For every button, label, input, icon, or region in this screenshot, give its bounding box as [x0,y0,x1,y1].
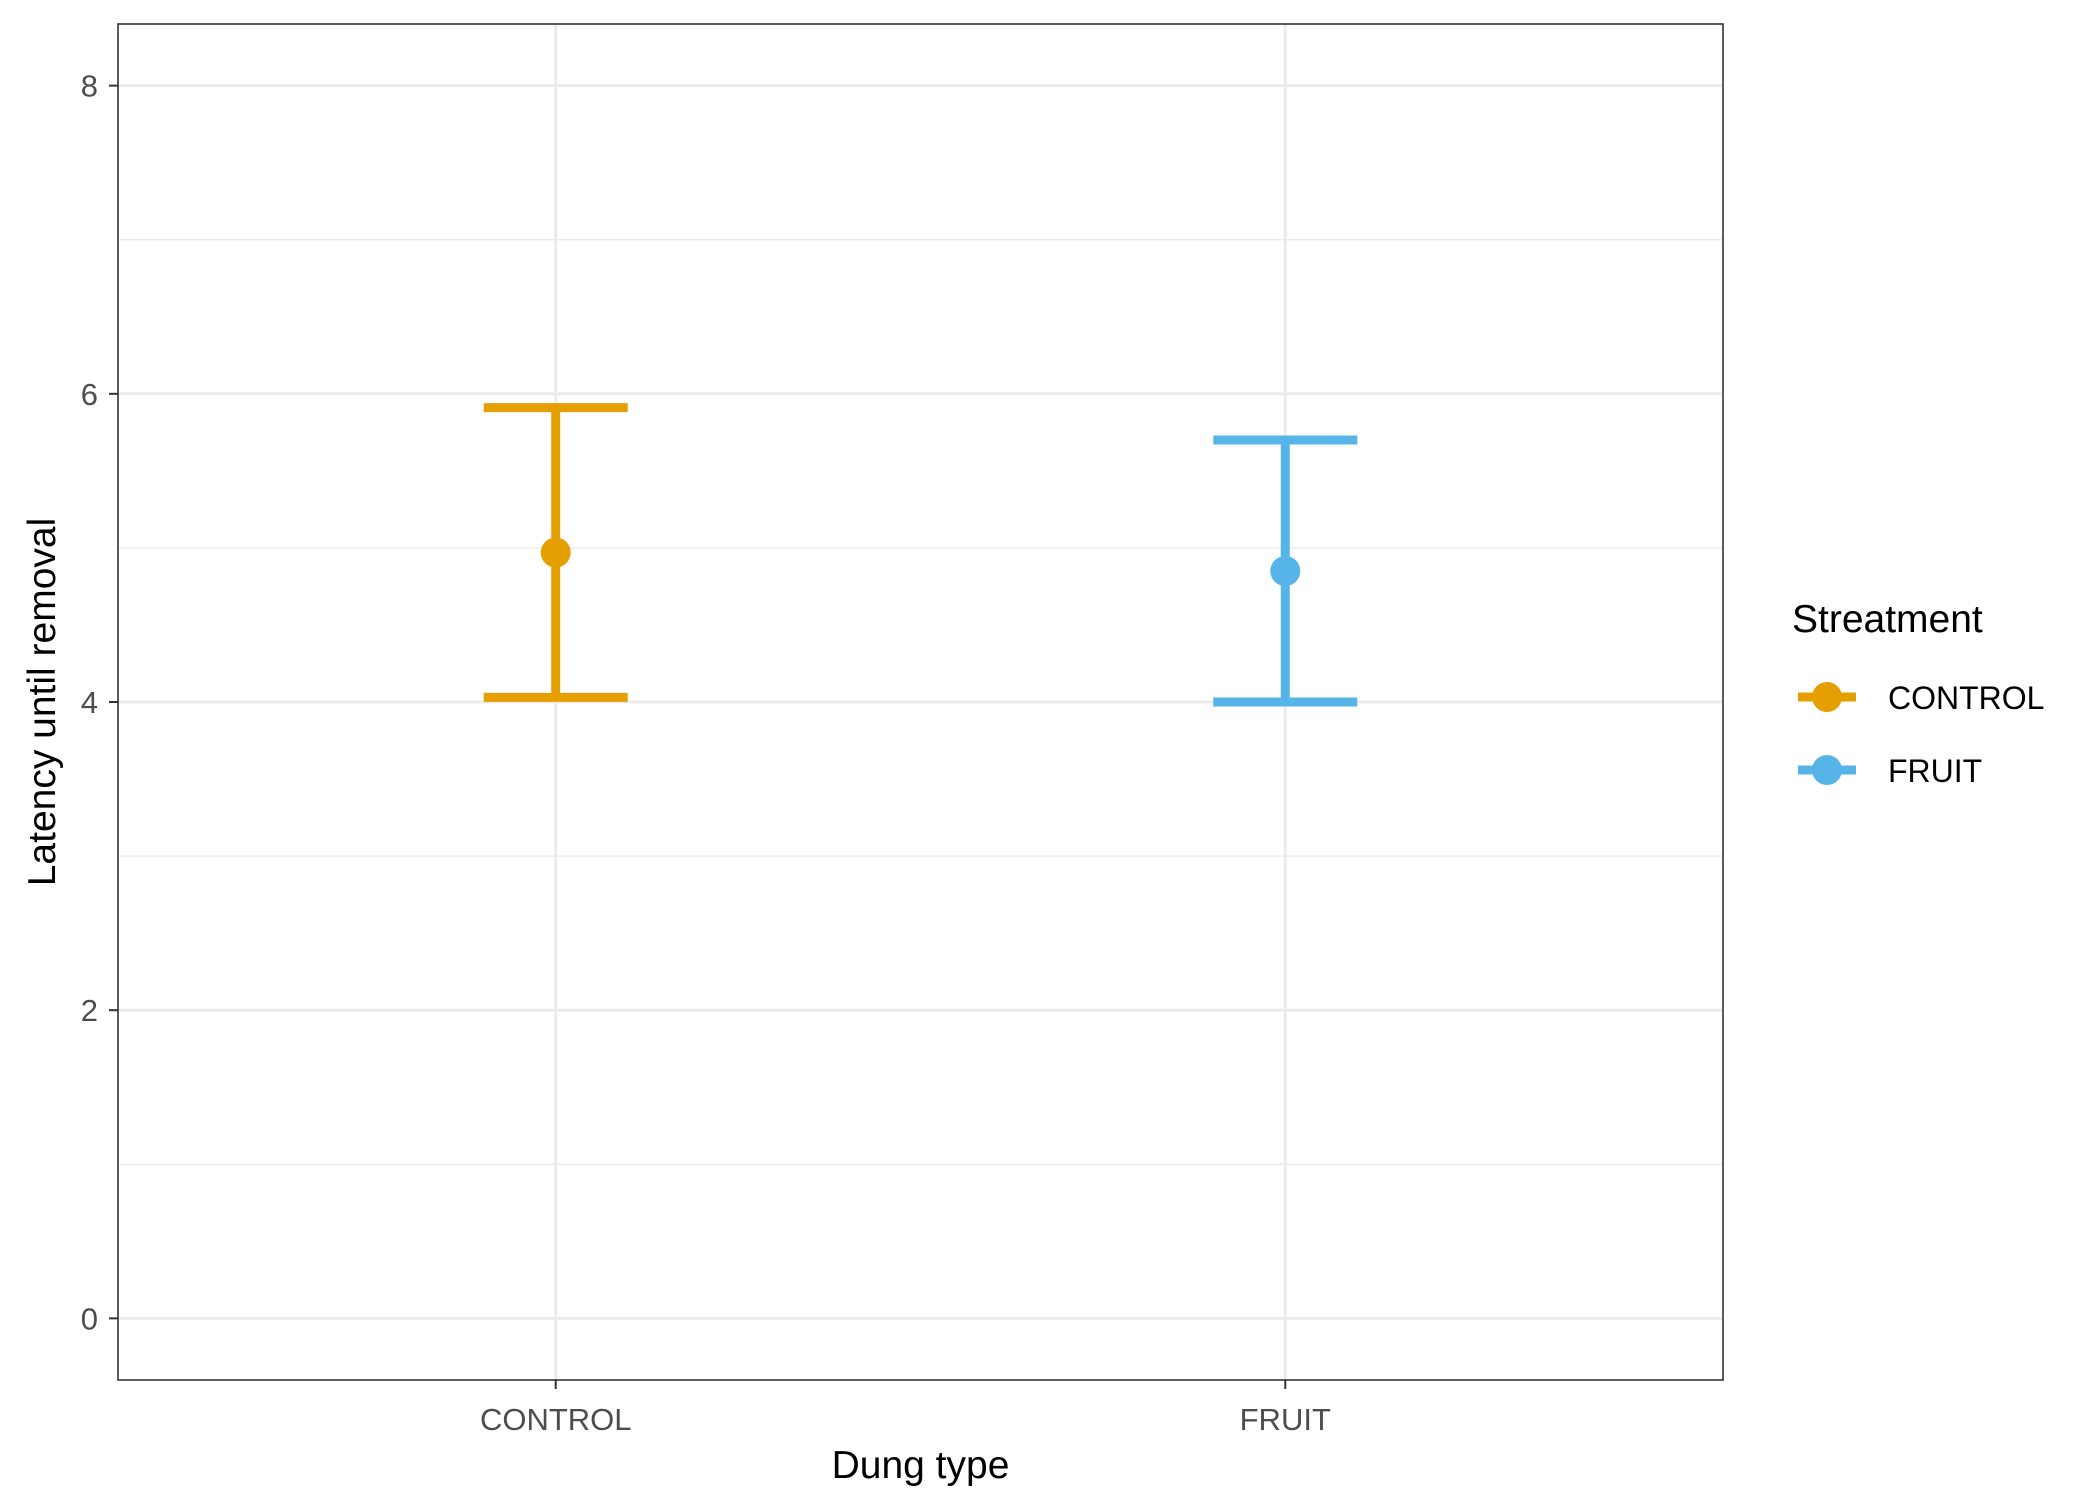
errorbar-control [483,403,628,702]
legend: Streatment CONTROL FRUIT [1792,598,2044,789]
grid-major [118,24,1723,1380]
y-axis: 0 2 4 6 8 [81,69,118,1336]
x-tick-label: FRUIT [1240,1402,1331,1437]
y-tick-label: 4 [81,685,98,720]
legend-label: CONTROL [1888,680,2044,716]
errorbar-fruit [1213,435,1358,707]
x-tick-label: CONTROL [480,1402,632,1437]
y-tick-label: 6 [81,377,98,412]
legend-key-point [1812,755,1842,785]
grid-minor [118,239,1723,1165]
y-tick-label: 2 [81,993,98,1028]
y-tick-label: 0 [81,1301,98,1336]
y-axis-title: Latency until removal [21,518,64,887]
legend-title: Streatment [1792,598,1983,641]
x-axis: CONTROL FRUIT [480,1380,1331,1437]
mean-point [540,537,571,568]
legend-key-point [1812,682,1842,712]
data-marks [483,403,1358,707]
legend-entry-fruit: FRUIT [1798,753,1982,789]
legend-entry-control: CONTROL [1798,680,2044,716]
legend-label: FRUIT [1888,753,1982,789]
mean-point [1270,556,1301,587]
y-tick-label: 8 [81,69,98,104]
x-axis-title: Dung type [832,1444,1010,1487]
